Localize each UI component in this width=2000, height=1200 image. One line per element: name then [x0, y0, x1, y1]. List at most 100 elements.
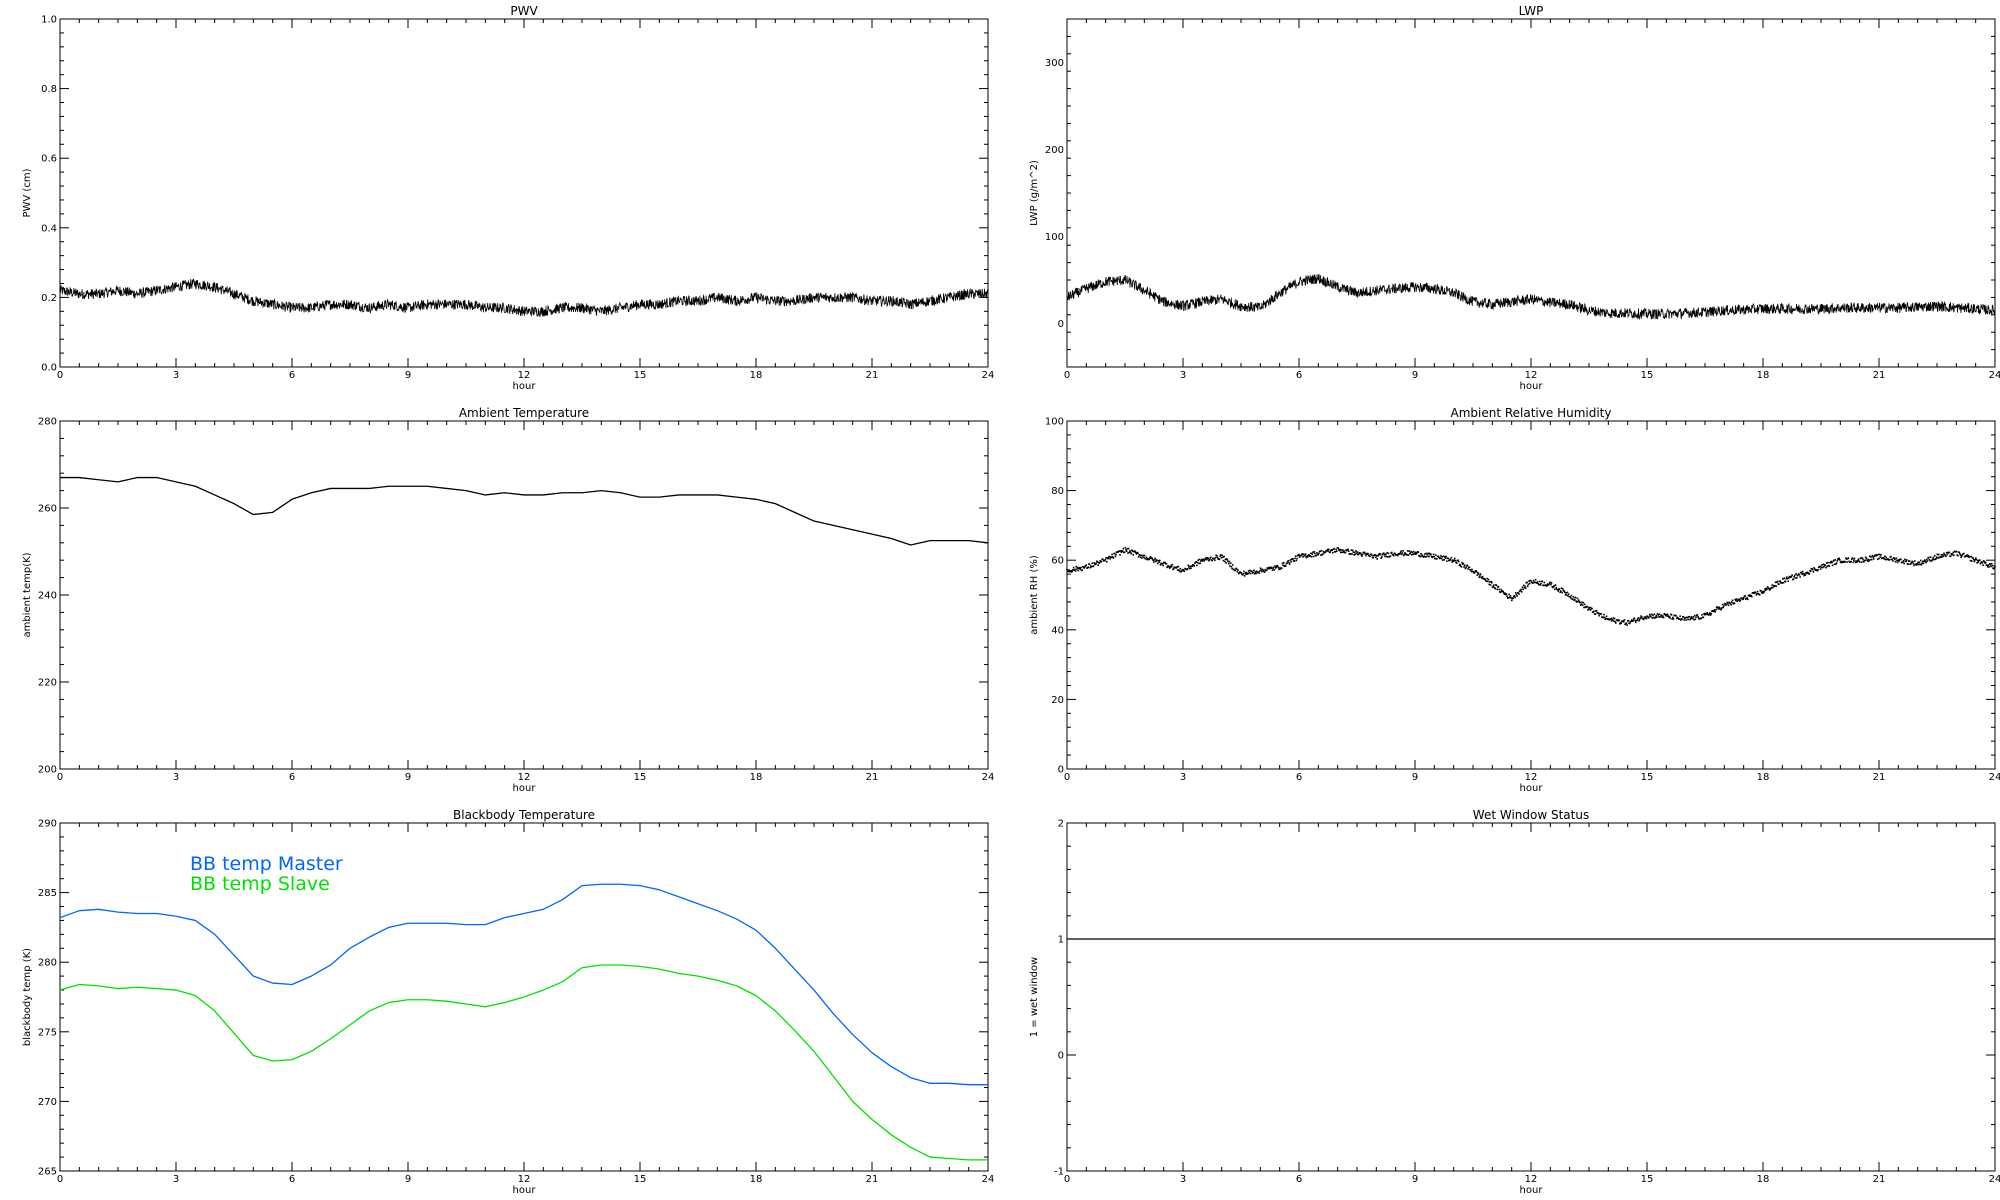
- data-point: [1665, 613, 1668, 616]
- data-point: [1614, 621, 1616, 623]
- y-tick-label: 240: [38, 591, 57, 602]
- data-point: [1122, 547, 1125, 550]
- data-point: [1516, 595, 1518, 597]
- data-point: [1233, 568, 1235, 571]
- x-tick-label: 18: [750, 1174, 763, 1185]
- data-point: [1929, 556, 1932, 558]
- data-point: [1801, 573, 1803, 576]
- data-point: [1550, 582, 1553, 584]
- data-point: [1457, 560, 1460, 563]
- data-point: [1350, 549, 1353, 551]
- data-point: [1912, 562, 1915, 565]
- data-point: [1753, 592, 1756, 594]
- data-point: [1536, 581, 1539, 583]
- data-point: [1961, 554, 1963, 557]
- data-point: [1583, 606, 1585, 609]
- data-point: [1818, 566, 1821, 568]
- data-point: [1575, 601, 1578, 603]
- chart-title: Ambient Relative Humidity: [1451, 406, 1612, 420]
- x-tick-label: 12: [518, 370, 531, 381]
- data-point: [1811, 567, 1813, 570]
- data-point: [1320, 549, 1323, 552]
- y-tick-label: 60: [1051, 556, 1064, 567]
- x-tick-label: 12: [518, 772, 531, 783]
- data-point: [1794, 577, 1797, 579]
- data-point: [1591, 607, 1593, 610]
- data-point: [1588, 608, 1591, 611]
- data-point: [1312, 555, 1315, 558]
- data-point: [1783, 577, 1786, 579]
- data-point: [1717, 608, 1720, 610]
- data-point: [1876, 554, 1878, 556]
- data-point: [1220, 556, 1223, 559]
- data-point: [1322, 553, 1324, 555]
- data-point: [1508, 596, 1511, 599]
- data-point: [1071, 570, 1074, 572]
- data-point: [1139, 554, 1141, 556]
- data-point: [1723, 605, 1725, 607]
- data-point: [1705, 613, 1708, 616]
- data-point: [1791, 574, 1793, 576]
- data-point: [1442, 559, 1444, 561]
- data-point: [1994, 566, 1996, 569]
- data-point: [1910, 561, 1913, 564]
- data-point: [1406, 550, 1409, 552]
- data-point: [1597, 613, 1600, 615]
- data-point: [1656, 616, 1658, 619]
- data-point: [1981, 561, 1984, 564]
- data-point: [1940, 553, 1943, 556]
- data-point: [1507, 597, 1510, 599]
- data-point: [1428, 552, 1431, 555]
- data-point: [1339, 551, 1342, 554]
- data-point: [1236, 570, 1239, 573]
- data-point: [1866, 560, 1869, 562]
- plot-frame: [1066, 18, 1996, 368]
- data-point: [1137, 552, 1139, 555]
- data-point: [1090, 565, 1093, 568]
- y-tick-label: 0: [1058, 765, 1064, 776]
- legend-entry: BB temp Master: [190, 853, 343, 875]
- x-tick-label: 12: [518, 1174, 531, 1185]
- data-point: [1460, 566, 1463, 568]
- data-point: [1782, 578, 1784, 580]
- data-point: [1694, 618, 1697, 621]
- data-point: [1105, 557, 1107, 559]
- data-point: [1451, 559, 1454, 562]
- data-point: [1453, 559, 1455, 562]
- data-point: [1347, 548, 1349, 551]
- data-point: [1776, 580, 1779, 583]
- data-point: [1225, 558, 1228, 560]
- data-point: [1684, 616, 1687, 619]
- data-point: [1495, 584, 1498, 587]
- data-point: [1287, 560, 1290, 562]
- data-point: [1290, 560, 1292, 563]
- data-point: [1587, 607, 1590, 609]
- legend-entry: BB temp Slave: [190, 873, 330, 895]
- x-tick-label: 9: [405, 772, 411, 783]
- data-point: [1096, 561, 1099, 563]
- data-point: [1075, 565, 1078, 568]
- data-point: [1334, 551, 1337, 553]
- data-point: [1510, 599, 1513, 602]
- data-point: [1779, 580, 1782, 582]
- data-point: [1626, 624, 1628, 626]
- data-point: [1374, 554, 1377, 556]
- data-point: [1577, 599, 1580, 601]
- data-point: [1567, 595, 1569, 597]
- data-point: [1074, 568, 1076, 571]
- data-point: [1327, 550, 1329, 552]
- data-point: [1476, 574, 1479, 576]
- data-point: [1221, 554, 1223, 557]
- data-point: [1739, 600, 1741, 602]
- data-point: [1862, 558, 1864, 561]
- data-point: [1479, 573, 1482, 575]
- data-point: [1111, 553, 1113, 556]
- data-point: [1335, 550, 1338, 553]
- data-point: [1282, 561, 1285, 564]
- data-point: [1196, 561, 1199, 564]
- chart-title: Blackbody Temperature: [453, 808, 595, 822]
- data-point: [1450, 556, 1453, 559]
- data-point: [1238, 572, 1241, 574]
- data-point: [1573, 598, 1576, 601]
- data-point: [1986, 564, 1988, 567]
